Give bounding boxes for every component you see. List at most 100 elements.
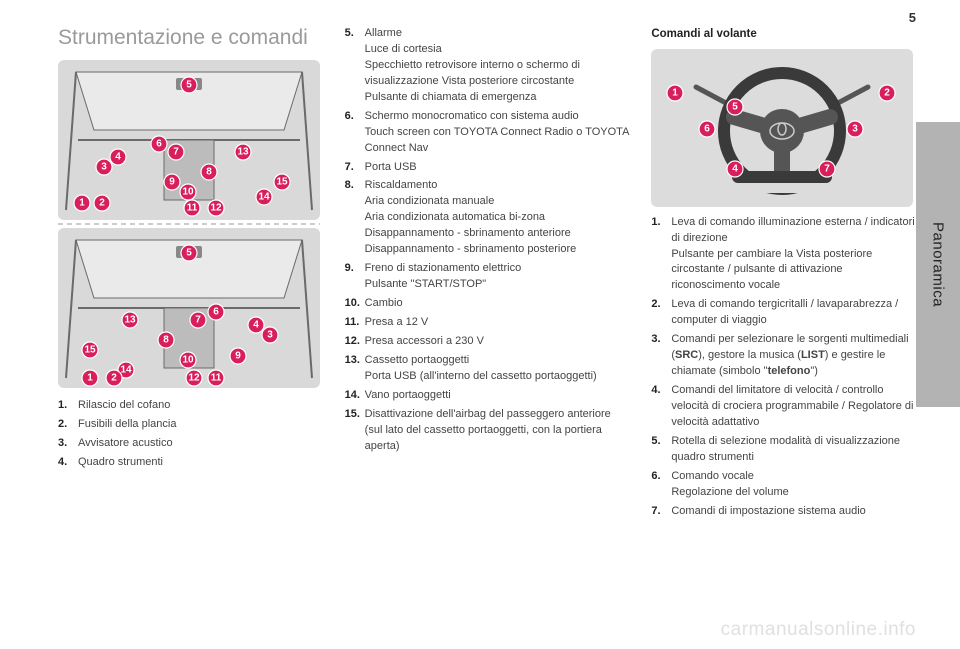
svg-text:12: 12 [210, 203, 222, 214]
item-body: Rotella di selezione modalità di visuali… [671, 434, 916, 466]
list-item: 11.Presa a 12 V [345, 315, 630, 331]
list-item: 5.Rotella di selezione modalità di visua… [651, 434, 916, 466]
svg-text:5: 5 [186, 248, 192, 259]
svg-text:6: 6 [705, 123, 711, 134]
item-body: Comandi del limitatore di velocità / con… [671, 383, 916, 431]
list-item: 1.Leva di comando illuminazione esterna … [651, 215, 916, 295]
page-number: 5 [909, 10, 916, 25]
item-body: RiscaldamentoAria condizionata manualeAr… [365, 178, 630, 258]
item-line: Disattivazione dell'airbag del passegger… [365, 407, 630, 455]
item-body: Disattivazione dell'airbag del passegger… [365, 407, 630, 455]
item-line: Presa accessori a 230 V [365, 334, 630, 350]
item-number: 4. [651, 383, 671, 399]
item-text: Comandi del limitatore di velocità / con… [671, 384, 913, 428]
item-body: AllarmeLuce di cortesiaSpecchietto retro… [365, 26, 630, 106]
svg-text:11: 11 [211, 373, 222, 384]
item-text: telefono [768, 365, 811, 377]
item-number: 3. [58, 436, 78, 452]
item-body: Leva di comando illuminazione esterna / … [671, 215, 916, 295]
item-number: 15. [345, 407, 365, 423]
item-number: 6. [651, 469, 671, 485]
list-item: 6.Schermo monocromatico con sistema audi… [345, 109, 630, 157]
list-item: 4.Quadro strumenti [58, 455, 323, 471]
dashboard-list-5-15: 5.AllarmeLuce di cortesiaSpecchietto ret… [345, 26, 630, 454]
item-line: Schermo monocromatico con sistema audio [365, 109, 630, 125]
item-text: Comandi di impostazione sistema audio [671, 505, 865, 517]
item-text: LIST [801, 349, 825, 361]
item-text: ), gestore la musica ( [698, 349, 801, 361]
section-title: Strumentazione e comandi [58, 26, 323, 50]
svg-text:8: 8 [163, 335, 169, 346]
svg-text:13: 13 [124, 315, 136, 326]
item-number: 8. [345, 178, 365, 194]
list-item: 14.Vano portaoggetti [345, 388, 630, 404]
svg-text:15: 15 [276, 177, 288, 188]
svg-text:1: 1 [87, 373, 93, 384]
svg-text:9: 9 [235, 351, 241, 362]
list-item: 7.Porta USB [345, 160, 630, 176]
item-line: Porta USB [365, 160, 630, 176]
wheel-figure: 1256347 [651, 49, 916, 207]
item-line: Disappannamento - sbrinamento anteriore [365, 226, 630, 242]
item-line: Disappannamento - sbrinamento posteriore [365, 242, 630, 258]
item-line: Fusibili della plancia [78, 417, 323, 433]
item-line: Quadro strumenti [78, 455, 323, 471]
svg-text:5: 5 [733, 101, 739, 112]
item-line: Rilascio del cofano [78, 398, 323, 414]
svg-text:7: 7 [825, 163, 831, 174]
svg-text:15: 15 [84, 345, 96, 356]
list-item: 6.Comando vocaleRegolazione del volume [651, 469, 916, 501]
item-line: Avvisatore acustico [78, 436, 323, 452]
item-number: 1. [58, 398, 78, 414]
svg-text:2: 2 [111, 373, 117, 384]
wheel-heading: Comandi al volante [651, 26, 916, 43]
svg-text:1: 1 [673, 87, 679, 98]
item-body: Freno di stazionamento elettricoPulsante… [365, 261, 630, 293]
svg-text:13: 13 [237, 147, 249, 158]
page: 5 Panoramica Strumentazione e comandi 56… [0, 0, 960, 649]
item-number: 6. [345, 109, 365, 125]
svg-text:4: 4 [115, 152, 121, 163]
column-1: Strumentazione e comandi 564371389151014… [58, 26, 323, 586]
item-line: Riscaldamento [365, 178, 630, 194]
list-item: 8.RiscaldamentoAria condizionata manuale… [345, 178, 630, 258]
item-body: Comandi di impostazione sistema audio [671, 504, 916, 520]
item-text: SRC [675, 349, 698, 361]
item-number: 7. [651, 504, 671, 520]
svg-text:7: 7 [173, 147, 179, 158]
svg-text:4: 4 [253, 320, 259, 331]
item-line: Presa a 12 V [365, 315, 630, 331]
svg-text:2: 2 [885, 87, 891, 98]
item-line: Cambio [365, 296, 630, 312]
item-line: Pulsante di chiamata di emergenza [365, 90, 630, 106]
item-body: Cambio [365, 296, 630, 312]
svg-text:3: 3 [267, 330, 273, 341]
svg-text:11: 11 [187, 203, 198, 214]
item-number: 10. [345, 296, 365, 312]
item-line: Luce di cortesia [365, 42, 630, 58]
list-item: 2.Leva di comando tergicritalli / lavapa… [651, 297, 916, 329]
svg-text:9: 9 [169, 177, 175, 188]
item-line: Touch screen con TOYOTA Connect Radio o … [365, 125, 630, 157]
item-body: Quadro strumenti [78, 455, 323, 471]
column-2: 5.AllarmeLuce di cortesiaSpecchietto ret… [345, 26, 630, 586]
item-number: 13. [345, 353, 365, 369]
item-line: Pulsante "START/STOP" [365, 277, 630, 293]
list-item: 2.Fusibili della plancia [58, 417, 323, 433]
list-item: 4.Comandi del limitatore di velocità / c… [651, 383, 916, 431]
list-item: 3.Comandi per selezionare le sorgenti mu… [651, 332, 916, 380]
item-line: Aria condizionata manuale [365, 194, 630, 210]
svg-text:10: 10 [182, 187, 194, 198]
item-body: Avvisatore acustico [78, 436, 323, 452]
item-number: 3. [651, 332, 671, 348]
svg-text:2: 2 [99, 198, 105, 209]
list-item: 10.Cambio [345, 296, 630, 312]
item-line: Specchietto retrovisore interno o scherm… [365, 58, 630, 90]
svg-text:14: 14 [120, 365, 132, 376]
item-number: 9. [345, 261, 365, 277]
content-columns: Strumentazione e comandi 564371389151014… [58, 26, 916, 586]
svg-text:14: 14 [258, 192, 270, 203]
item-body: Schermo monocromatico con sistema audioT… [365, 109, 630, 157]
svg-text:6: 6 [213, 307, 219, 318]
svg-text:7: 7 [195, 315, 201, 326]
